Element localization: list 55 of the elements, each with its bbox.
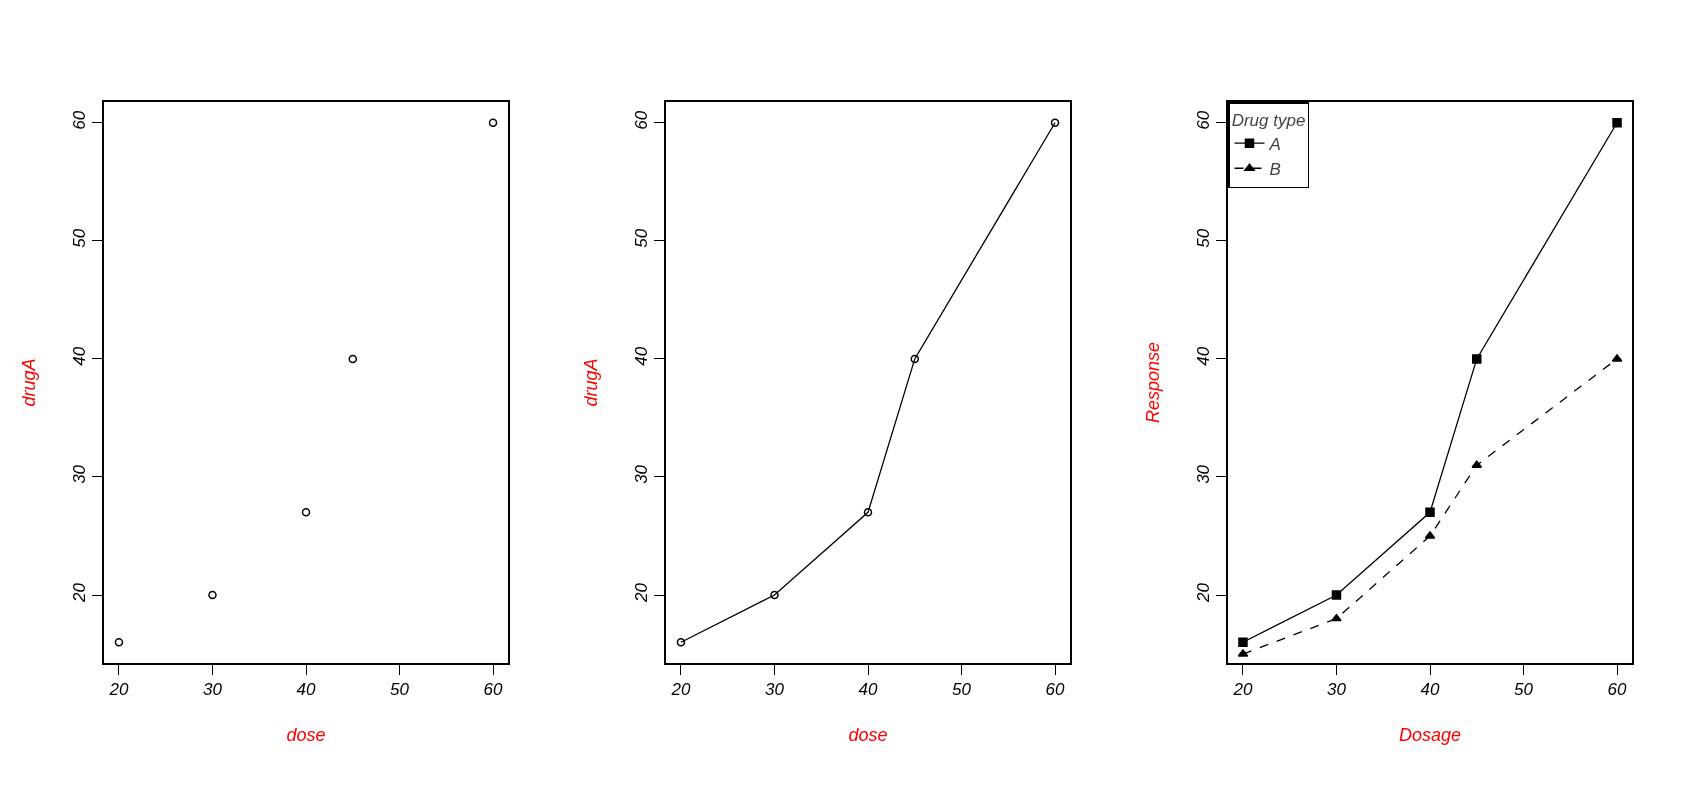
point: [1331, 613, 1342, 622]
y-tick-label: 40: [1194, 346, 1214, 366]
point: [348, 354, 358, 364]
point: [114, 637, 124, 647]
y-tick-label: 40: [70, 346, 90, 366]
x-tick-label: 20: [108, 680, 129, 700]
y-tick-label: 20: [632, 582, 652, 603]
point: [1238, 637, 1248, 647]
point: [1050, 118, 1060, 128]
x-tick-label: 20: [1232, 680, 1253, 700]
legend-label: B: [1269, 159, 1281, 179]
point: [488, 118, 498, 128]
point: [1612, 118, 1622, 128]
point: [301, 508, 311, 517]
point: [676, 637, 686, 647]
y-tick-label: 20: [1194, 582, 1214, 603]
x-tick-label: 30: [203, 680, 223, 700]
y-axis-title: drugA: [19, 358, 40, 407]
x-tick-label: 50: [390, 680, 410, 700]
point: [1472, 354, 1482, 364]
legend-title: Drug type: [1231, 110, 1306, 130]
legend-label: A: [1268, 134, 1281, 154]
y-tick-label: 20: [70, 582, 90, 603]
y-tick-label: 30: [1194, 464, 1214, 484]
point: [1425, 507, 1435, 518]
x-tick-label: 20: [670, 680, 691, 700]
point: [770, 590, 779, 600]
y-tick-label: 60: [1194, 110, 1214, 130]
x-axis-title: dose: [286, 724, 326, 745]
y-tick-label: 50: [1194, 228, 1214, 248]
point: [208, 590, 217, 600]
y-tick-label: 40: [632, 346, 652, 366]
x-tick-label: 50: [1514, 680, 1534, 700]
point: [863, 508, 873, 517]
y-tick-label: 60: [70, 110, 90, 130]
y-axis-title: Response: [1143, 341, 1164, 424]
x-tick-label: 40: [296, 680, 316, 700]
y-tick-label: 50: [632, 228, 652, 248]
x-tick-label: 50: [952, 680, 972, 700]
x-tick-label: 60: [483, 680, 504, 700]
x-tick-label: 30: [765, 680, 785, 700]
y-tick-label: 50: [70, 228, 90, 248]
x-axis-title: Dosage: [1398, 724, 1462, 745]
x-tick-label: 60: [1607, 680, 1628, 700]
y-tick-label: 30: [632, 464, 652, 484]
x-tick-label: 60: [1045, 680, 1066, 700]
x-tick-label: 40: [1420, 680, 1440, 700]
point: [1331, 590, 1342, 600]
y-tick-label: 30: [70, 464, 90, 484]
y-axis-title: drugA: [581, 358, 602, 407]
point: [910, 354, 920, 364]
y-tick-label: 60: [632, 110, 652, 130]
x-tick-label: 40: [858, 680, 878, 700]
x-axis-title: dose: [848, 724, 888, 745]
x-tick-label: 30: [1327, 680, 1347, 700]
